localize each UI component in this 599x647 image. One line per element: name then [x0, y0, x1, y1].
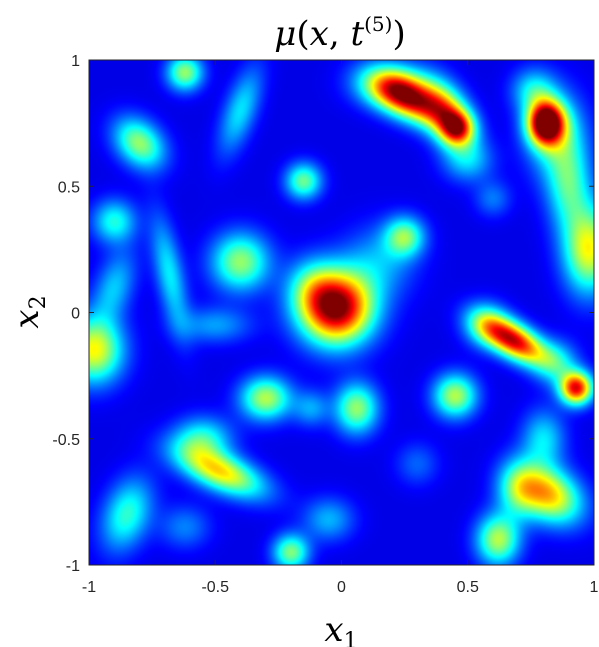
y-tick-label: -1 [66, 558, 80, 575]
y-tick-label: -0.5 [52, 432, 80, 449]
x-tick-label: -1 [82, 579, 96, 596]
x-axis-label-base: x [324, 610, 343, 647]
y-tick-label: 1 [71, 53, 80, 70]
x-tick-label: 0 [337, 579, 346, 596]
title-close-paren: ) [392, 14, 405, 54]
title-open-paren: ( [296, 14, 309, 54]
svg-text:μ(x, t(5)): μ(x, t(5)) [274, 12, 405, 54]
y-tick-label: 0.5 [58, 179, 80, 196]
title-superscript: (5) [364, 12, 392, 36]
title-x: x [310, 14, 329, 54]
x-axis: -1 -0.5 0 0.5 1 [82, 60, 599, 596]
title-mu: μ [274, 14, 296, 54]
x-axis-label-subscript: 1 [344, 629, 358, 647]
y-axis-label-subscript: 2 [26, 295, 51, 309]
x-tick-label: -0.5 [201, 579, 229, 596]
y-axis: -1 -0.5 0 0.5 1 [52, 53, 594, 575]
y-axis-label-base: x [7, 309, 47, 328]
x-tick-label: 1 [590, 579, 599, 596]
y-axis-label: x2 [7, 295, 51, 328]
title-t: t [350, 14, 364, 54]
plot-area [89, 60, 594, 565]
title-comma: , [329, 14, 351, 54]
x-tick-label: 0.5 [457, 579, 479, 596]
chart-title: μ(x, t(5)) [274, 12, 405, 54]
x-axis-label: x1 [324, 610, 357, 647]
y-tick-label: 0 [71, 306, 80, 323]
